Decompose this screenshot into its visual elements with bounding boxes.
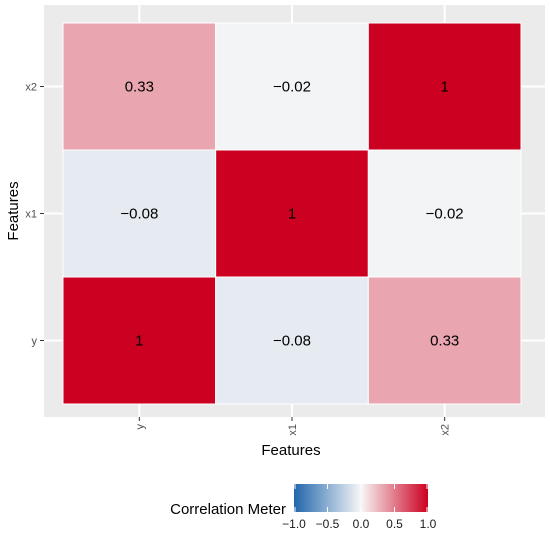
x-axis-title: Features: [261, 442, 320, 459]
cell-value-label: 1: [440, 79, 448, 96]
heatmap-cell-x2-x2: [367, 22, 522, 151]
heatmap-cell-x2-y: [62, 22, 217, 151]
y-tick-label: x1: [25, 209, 37, 221]
y-tick-label: y: [32, 336, 38, 348]
legend-tick-label: −0.5: [316, 517, 340, 531]
heatmap-cell-y-x2: [367, 276, 522, 405]
heatmap-cell-x1-x2: [367, 149, 522, 278]
heatmap-cells: 1 −0.08 0.33 −0.08 1 −0.02 0.33 −0.02 1: [62, 22, 522, 405]
x-tick-label: x1: [287, 424, 299, 436]
y-axis: y x1 x2: [25, 82, 44, 348]
y-tick-label: x2: [25, 82, 37, 94]
cell-value-label: 1: [288, 206, 296, 223]
cell-value-label: −0.02: [273, 79, 311, 96]
x-tick-label: y: [134, 424, 146, 430]
legend-tick-label: 1.0: [420, 517, 437, 531]
cell-value-label: −0.02: [426, 206, 464, 223]
cell-value-label: 1: [135, 333, 143, 350]
legend-tick-label: −1.0: [282, 517, 306, 531]
x-tick-label: x2: [440, 424, 452, 436]
legend-title: Correlation Meter: [170, 501, 286, 518]
heatmap-cell-x1-y: [62, 149, 217, 278]
cell-value-label: 0.33: [125, 79, 154, 96]
y-axis-title: Features: [5, 181, 22, 240]
legend-ticks: −1.0 −0.5 0.0 0.5 1.0: [282, 484, 437, 531]
cell-value-label: −0.08: [273, 333, 311, 350]
cell-value-label: −0.08: [120, 206, 158, 223]
legend-tick-label: 0.5: [386, 517, 403, 531]
legend: Correlation Meter −1.0 −0.5 0.0 0.5 1.0: [170, 484, 437, 531]
cell-value-label: 0.33: [430, 333, 459, 350]
heatmap-cell-x1-x1: [215, 149, 369, 278]
legend-tick-label: 0.0: [353, 517, 370, 531]
x-axis: y x1 x2: [134, 417, 452, 436]
heatmap-cell-y-x1: [215, 276, 369, 405]
heatmap-cell-x2-x1: [215, 22, 369, 151]
